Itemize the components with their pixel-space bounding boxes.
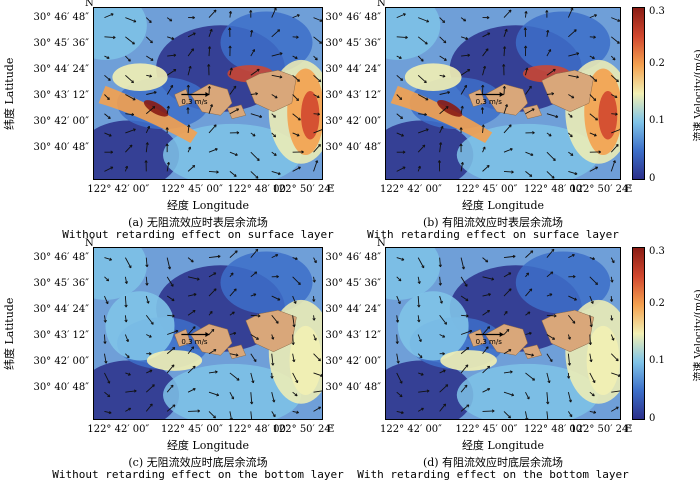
y-tick-label: 30° 46′ 48″ <box>311 252 381 263</box>
velocity-field-a <box>94 8 323 180</box>
y-tick-label: 30° 42′ 00″ <box>311 116 381 127</box>
colorbar-tick-label: 0.1 <box>649 115 665 126</box>
x-tick-label: 122° 45′ 00″ <box>161 184 223 195</box>
y-tick-label: 30° 46′ 48″ <box>311 12 381 23</box>
y-tick-label: 30° 44′ 24″ <box>311 64 381 75</box>
east-label: E <box>327 184 334 195</box>
colorbar-tick-label: 0.3 <box>649 246 665 257</box>
colorbar-tick-label: 0 <box>649 173 655 184</box>
velocity-field-c <box>94 248 323 420</box>
x-tick-label: 122° 45′ 00″ <box>456 184 518 195</box>
y-tick-label: 30° 45′ 36″ <box>19 278 89 289</box>
y-tick-label: 30° 43′ 12″ <box>19 90 89 101</box>
y-tick-label: 30° 43′ 12″ <box>19 330 89 341</box>
caption-en-a: Without retarding effect on surface laye… <box>62 228 334 241</box>
y-tick-label: 30° 45′ 36″ <box>311 38 381 49</box>
x-tick-label: 122° 42′ 00″ <box>380 184 442 195</box>
map-panel-a: 0.3 m/s <box>93 7 323 180</box>
east-label: E <box>625 184 632 195</box>
x-tick-label: 122° 42′ 00″ <box>380 424 442 435</box>
y-tick-label: 30° 46′ 48″ <box>19 12 89 23</box>
flow-arrowhead <box>620 390 621 393</box>
east-label: E <box>327 424 334 435</box>
flow-arrowhead <box>322 128 323 130</box>
scale-arrow-label: 0.3 m/s <box>181 98 207 106</box>
y-tick-label: 30° 44′ 24″ <box>19 304 89 315</box>
caption-en-c: Without retarding effect on the bottom l… <box>52 468 343 481</box>
x-tick-label: 122° 50′ 24″ <box>273 424 335 435</box>
y-tick-label: 30° 40′ 48″ <box>311 382 381 393</box>
y-axis-label: 纬度 Latitude <box>1 300 17 370</box>
scale-arrow-label: 0.3 m/s <box>476 98 502 106</box>
colorbar-tick-label: 0.3 <box>649 6 665 17</box>
y-tick-label: 30° 44′ 24″ <box>311 304 381 315</box>
speed-region <box>405 63 462 91</box>
colorbar-tick-label: 0 <box>649 413 655 424</box>
x-tick-label: 122° 45′ 00″ <box>456 424 518 435</box>
map-panel-d: 0.3 m/s <box>385 247 621 420</box>
colorbar-label: 流速 Velocity/(m/s) <box>690 40 700 150</box>
colorbar <box>632 247 645 420</box>
x-tick-label: 122° 42′ 00″ <box>87 424 149 435</box>
x-tick-label: 122° 50′ 24″ <box>570 184 632 195</box>
y-axis-label: 纬度 Latitude <box>1 60 17 130</box>
y-tick-label: 30° 40′ 48″ <box>311 142 381 153</box>
y-tick-label: 30° 46′ 48″ <box>19 252 89 263</box>
velocity-field-d <box>386 248 621 420</box>
scale-arrow-label: 0.3 m/s <box>181 338 207 346</box>
x-axis-label: 经度 Longitude <box>167 437 249 453</box>
x-axis-label: 经度 Longitude <box>462 197 544 213</box>
y-tick-label: 30° 45′ 36″ <box>19 38 89 49</box>
colorbar-tick-label: 0.2 <box>649 58 665 69</box>
y-tick-label: 30° 40′ 48″ <box>19 142 89 153</box>
x-tick-label: 122° 50′ 24″ <box>273 184 335 195</box>
x-tick-label: 122° 42′ 00″ <box>87 184 149 195</box>
y-tick-label: 30° 42′ 00″ <box>19 116 89 127</box>
colorbar-label: 流速 Velocity/(m/s) <box>690 280 700 390</box>
caption-en-b: With retarding effect on surface layer <box>367 228 619 241</box>
y-tick-label: 30° 44′ 24″ <box>19 64 89 75</box>
velocity-field-b <box>386 8 621 180</box>
x-axis-label: 经度 Longitude <box>462 437 544 453</box>
y-tick-label: 30° 42′ 00″ <box>311 356 381 367</box>
x-axis-label: 经度 Longitude <box>167 197 249 213</box>
colorbar-tick-label: 0.2 <box>649 298 665 309</box>
y-tick-label: 30° 42′ 00″ <box>19 356 89 367</box>
map-panel-c: 0.3 m/s <box>93 247 323 420</box>
y-tick-label: 30° 40′ 48″ <box>19 382 89 393</box>
x-tick-label: 122° 50′ 24″ <box>570 424 632 435</box>
scale-arrow-label: 0.3 m/s <box>476 338 502 346</box>
speed-region <box>106 291 175 360</box>
colorbar <box>632 7 645 180</box>
caption-en-d: With retarding effect on the bottom laye… <box>357 468 629 481</box>
speed-region <box>112 63 167 91</box>
map-panel-b: 0.3 m/s <box>385 7 621 180</box>
y-tick-label: 30° 45′ 36″ <box>311 278 381 289</box>
peak-speed-region <box>598 91 617 139</box>
colorbar-tick-label: 0.1 <box>649 355 665 366</box>
east-label: E <box>625 424 632 435</box>
x-tick-label: 122° 45′ 00″ <box>161 424 223 435</box>
y-tick-label: 30° 43′ 12″ <box>311 330 381 341</box>
speed-region <box>398 291 469 360</box>
y-tick-label: 30° 43′ 12″ <box>311 90 381 101</box>
